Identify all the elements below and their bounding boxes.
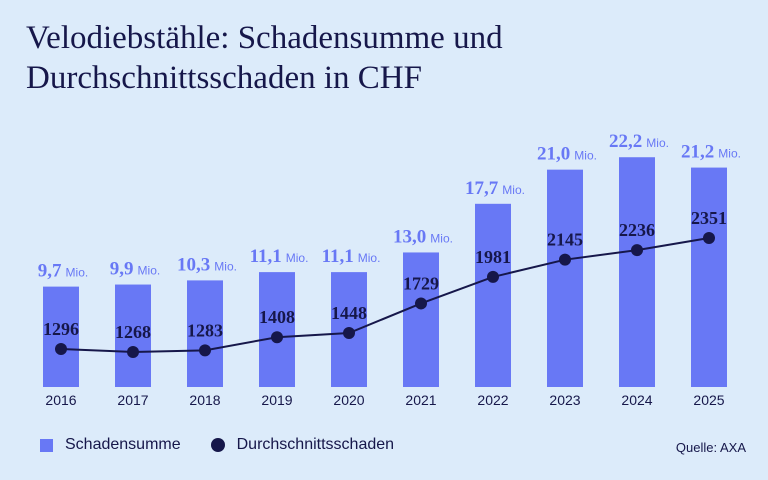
bar-value-label-2018: 10,3 Mio. [177, 254, 237, 275]
point-2025 [703, 232, 715, 244]
bar-value-label-2020: 11,1 Mio. [322, 246, 381, 267]
chart-area: 9,7 Mio. 2016 9,9 Mio. 2017 10,3 Mio. 2018 11,1 Mi… [38, 131, 741, 408]
legend-item-durchschnittsschaden: Durchschnittsschaden [210, 436, 395, 454]
x-tick-label-2025: 2025 [693, 392, 724, 408]
bar-2018 [187, 280, 223, 387]
bar-2023 [547, 169, 583, 387]
x-tick-label-2018: 2018 [189, 392, 220, 408]
point-2019 [271, 331, 283, 344]
x-tick-label-2016: 2016 [45, 392, 76, 408]
bar-value-label-2021: 13,0 Mio. [393, 226, 453, 247]
point-2018 [199, 344, 211, 357]
point-2020 [343, 327, 355, 340]
bar-2024 [619, 157, 655, 387]
bar-2019 [259, 272, 295, 387]
source-note: Quelle: AXA [675, 440, 746, 455]
line-value-label-2025: 2351 [691, 208, 727, 228]
x-tick-label-2021: 2021 [405, 392, 436, 408]
bar-value-label-2023: 21,0 Mio. [537, 144, 597, 165]
x-tick-label-2022: 2022 [477, 392, 508, 408]
legend: Schadensumme Durchschnittsschaden [40, 436, 424, 454]
point-2016 [55, 343, 67, 355]
point-2021 [415, 297, 427, 310]
bar-2016 [43, 286, 79, 387]
x-tick-label-2024: 2024 [621, 392, 652, 408]
line-value-label-2018: 1283 [187, 320, 223, 340]
bar-2021 [403, 252, 439, 387]
point-2023 [559, 253, 571, 266]
bar-value-label-2019: 11,1 Mio. [250, 246, 309, 267]
line-value-label-2022: 1981 [475, 247, 511, 267]
line-value-label-2023: 2145 [547, 230, 583, 250]
line-value-label-2021: 1729 [403, 273, 439, 293]
bar-2022 [475, 203, 511, 387]
legend-label-durchschnittsschaden: Durchschnittsschaden [236, 436, 395, 453]
bar-value-label-2024: 22,2 Mio. [609, 131, 669, 152]
chart-title: Velodiebstähle: Schadensumme und Durchsc… [26, 20, 503, 96]
legend-item-schadensumme: Schadensumme [40, 436, 181, 454]
bar-value-label-2016: 9,7 Mio. [38, 261, 88, 282]
line-value-label-2020: 1448 [331, 303, 367, 323]
legend-label-schadensumme: Schadensumme [65, 436, 181, 453]
bar-2025 [691, 167, 727, 387]
line-value-label-2019: 1408 [259, 307, 295, 327]
legend-bar-swatch [40, 438, 53, 452]
legend-dot-swatch [210, 438, 225, 452]
bar-value-label-2017: 9,9 Mio. [110, 259, 160, 280]
x-tick-label-2020: 2020 [333, 392, 364, 408]
point-2017 [127, 345, 139, 358]
x-tick-label-2019: 2019 [261, 392, 292, 408]
line-value-label-2017: 1268 [115, 322, 151, 342]
bar-value-label-2022: 17,7 Mio. [465, 178, 525, 199]
x-tick-label-2017: 2017 [117, 392, 148, 408]
line-durchschnittsschaden [60, 237, 710, 353]
line-value-label-2016: 1296 [43, 319, 79, 339]
bar-2017 [115, 284, 151, 387]
bar-value-label-2025: 21,2 Mio. [681, 142, 741, 163]
point-2024 [631, 244, 643, 257]
line-value-label-2024: 2236 [619, 220, 655, 240]
point-2022 [487, 270, 499, 283]
x-tick-label-2023: 2023 [549, 392, 580, 408]
